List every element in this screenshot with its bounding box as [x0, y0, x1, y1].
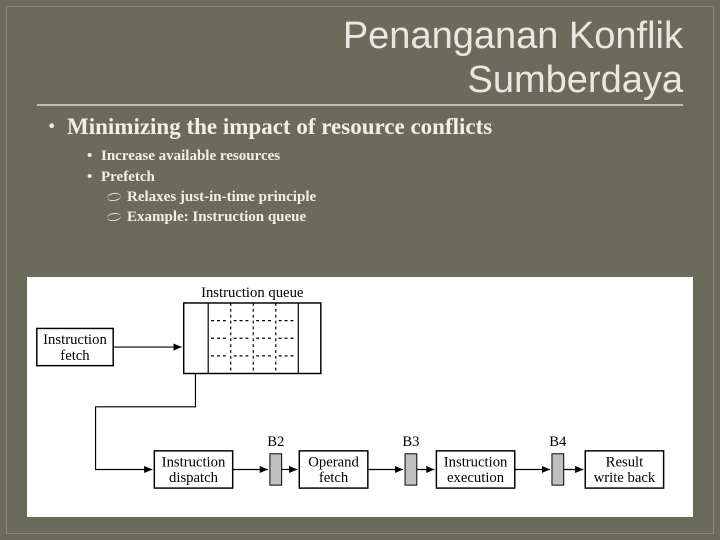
fetch-label-1: Instruction: [43, 332, 107, 348]
exec-label-1: Instruction: [444, 455, 508, 471]
title-line-2: Sumberdaya: [468, 59, 683, 101]
b2-label: B2: [267, 434, 284, 450]
dispatch-label-1: Instruction: [162, 455, 226, 471]
result-label-2: write back: [594, 470, 656, 486]
b4-label: B4: [549, 434, 567, 450]
exec-label-2: execution: [447, 470, 505, 486]
bullet-subsub-1: Relaxes just-in-time principle: [107, 187, 683, 207]
bullet-subsub-2: Example: Instruction queue: [107, 207, 683, 227]
operand-label-2: fetch: [319, 470, 349, 486]
content-area: Minimizing the impact of resource confli…: [7, 114, 713, 227]
result-label-1: Result: [606, 455, 644, 471]
bullet-sub-1: Increase available resources: [87, 146, 683, 166]
bullet-sub-2: Prefetch: [87, 167, 683, 187]
pipeline-diagram: Instruction fetch Instruction queue: [27, 277, 693, 517]
b3-label: B3: [402, 434, 419, 450]
queue-label: Instruction queue: [201, 285, 304, 301]
dispatch-label-2: dispatch: [169, 470, 219, 486]
bullet-main: Minimizing the impact of resource confli…: [47, 114, 683, 140]
slide-title: Penanganan Konflik Sumberdaya: [7, 7, 713, 102]
operand-label-1: Operand: [308, 455, 359, 471]
title-underline: [37, 104, 683, 106]
fetch-label-2: fetch: [60, 348, 90, 364]
slide-frame: Penanganan Konflik Sumberdaya Minimizing…: [6, 6, 714, 534]
title-line-1: Penanganan Konflik: [343, 15, 683, 57]
